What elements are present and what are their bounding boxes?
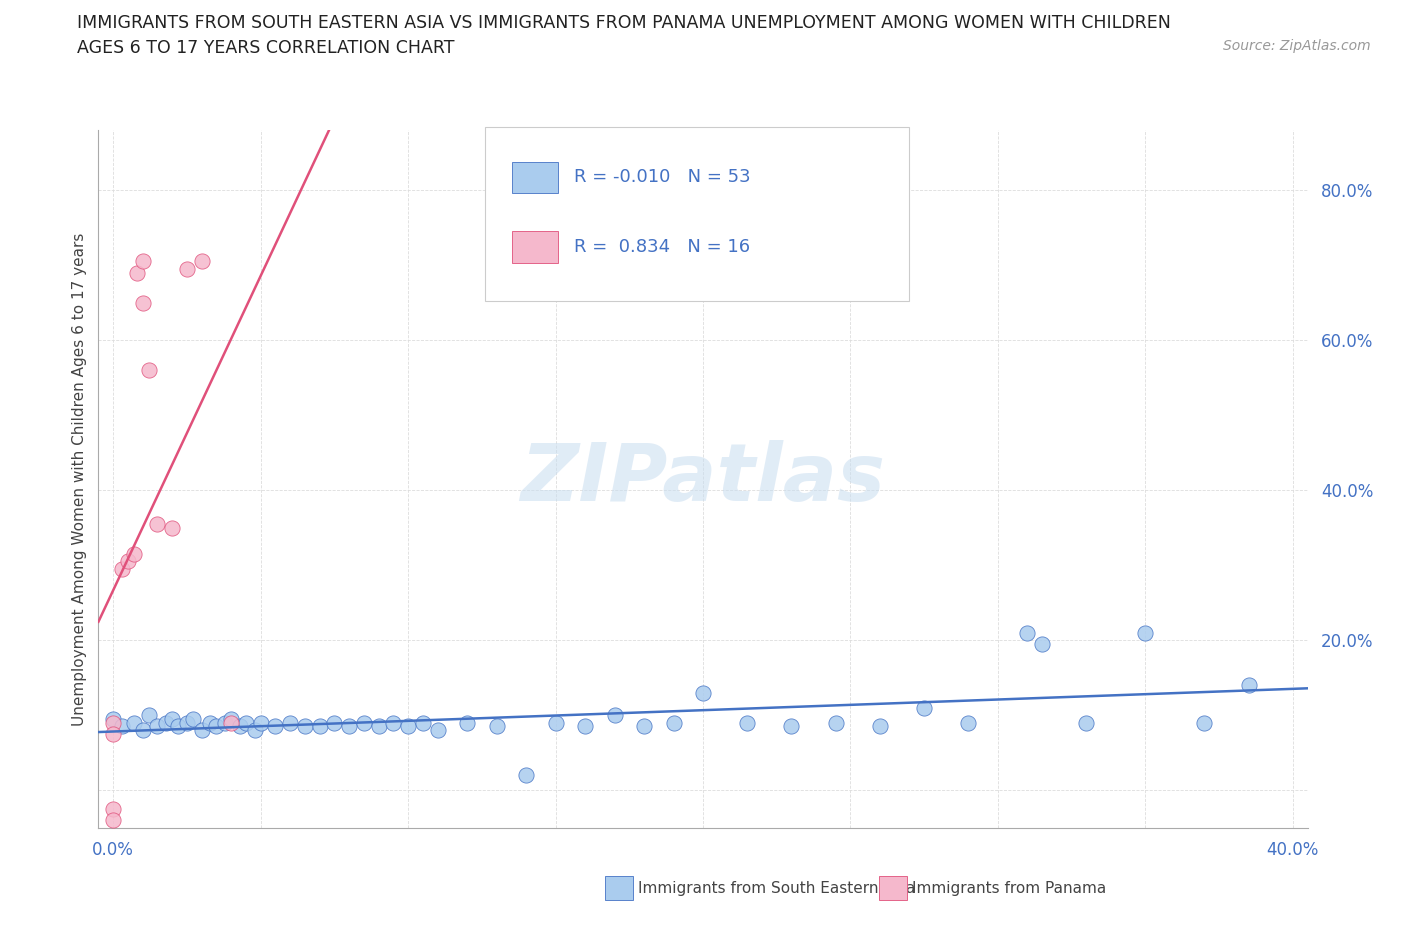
Point <box>235 715 257 730</box>
Point <box>125 265 148 280</box>
Point <box>278 715 301 730</box>
Text: ZIPatlas: ZIPatlas <box>520 440 886 518</box>
Point <box>574 719 596 734</box>
Point <box>249 715 271 730</box>
Point <box>190 723 212 737</box>
Y-axis label: Unemployment Among Women with Children Ages 6 to 17 years: Unemployment Among Women with Children A… <box>72 232 87 725</box>
Point <box>176 261 198 276</box>
Point <box>200 715 222 730</box>
Point <box>456 715 478 730</box>
Point <box>1135 625 1157 640</box>
Point <box>603 708 626 723</box>
Point <box>412 715 434 730</box>
Point <box>122 715 145 730</box>
Point <box>426 723 449 737</box>
Point <box>353 715 375 730</box>
Point <box>957 715 980 730</box>
Text: Source: ZipAtlas.com: Source: ZipAtlas.com <box>1223 39 1371 53</box>
Point <box>633 719 655 734</box>
Point <box>367 719 389 734</box>
FancyBboxPatch shape <box>485 126 908 301</box>
Point <box>176 715 198 730</box>
Point <box>146 719 169 734</box>
Point <box>264 719 287 734</box>
Point <box>111 719 134 734</box>
Point <box>190 254 212 269</box>
Point <box>243 723 266 737</box>
Text: AGES 6 TO 17 YEARS CORRELATION CHART: AGES 6 TO 17 YEARS CORRELATION CHART <box>77 39 454 57</box>
Point <box>1194 715 1216 730</box>
Point <box>131 295 153 310</box>
Point <box>219 715 242 730</box>
Point <box>1076 715 1098 730</box>
Point <box>122 547 145 562</box>
Text: Immigrants from South Eastern Asia: Immigrants from South Eastern Asia <box>638 881 915 896</box>
Point <box>101 726 124 741</box>
Point <box>138 708 160 723</box>
Point <box>101 715 124 730</box>
Point <box>1237 678 1260 693</box>
Point <box>131 254 153 269</box>
Point <box>912 700 935 715</box>
Point <box>780 719 803 734</box>
Point <box>146 516 169 531</box>
Point <box>308 719 330 734</box>
Point <box>662 715 685 730</box>
Text: IMMIGRANTS FROM SOUTH EASTERN ASIA VS IMMIGRANTS FROM PANAMA UNEMPLOYMENT AMONG : IMMIGRANTS FROM SOUTH EASTERN ASIA VS IM… <box>77 14 1171 32</box>
Point <box>1017 625 1039 640</box>
Point <box>485 719 508 734</box>
Point <box>117 554 139 569</box>
Point <box>229 719 252 734</box>
Point <box>205 719 228 734</box>
Point <box>735 715 758 730</box>
Point <box>294 719 316 734</box>
Point <box>131 723 153 737</box>
Point <box>1031 636 1053 651</box>
Point <box>181 711 204 726</box>
Point <box>138 363 160 378</box>
Point <box>337 719 360 734</box>
Point <box>101 802 124 817</box>
Point <box>219 711 242 726</box>
Point <box>396 719 419 734</box>
Point <box>111 562 134 577</box>
FancyBboxPatch shape <box>512 232 558 263</box>
Point <box>101 711 124 726</box>
Point <box>167 719 190 734</box>
Point <box>160 711 183 726</box>
Point <box>155 715 177 730</box>
Point <box>869 719 891 734</box>
Point <box>382 715 405 730</box>
Point <box>692 685 714 700</box>
Text: R = -0.010   N = 53: R = -0.010 N = 53 <box>574 168 751 186</box>
Point <box>101 813 124 828</box>
Point <box>214 715 236 730</box>
Point <box>544 715 567 730</box>
Text: Immigrants from Panama: Immigrants from Panama <box>912 881 1107 896</box>
Point <box>824 715 846 730</box>
Point <box>160 520 183 535</box>
Text: R =  0.834   N = 16: R = 0.834 N = 16 <box>574 238 749 256</box>
FancyBboxPatch shape <box>512 162 558 193</box>
Point <box>515 768 537 783</box>
Point <box>323 715 346 730</box>
